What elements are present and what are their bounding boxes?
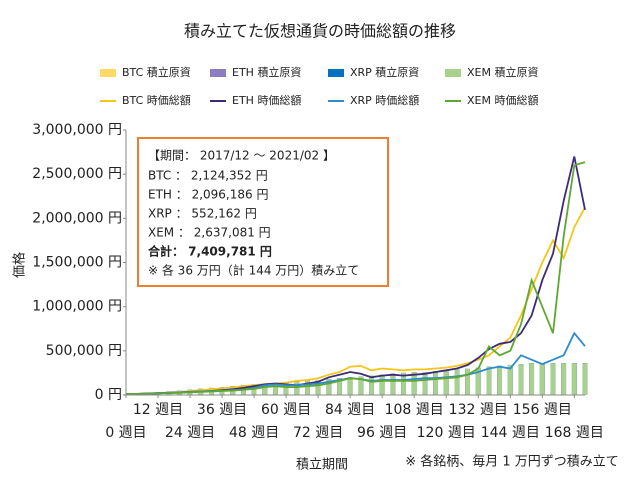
principal-bar: [529, 363, 535, 395]
principal-bar: [262, 383, 268, 395]
principal-bar: [433, 371, 438, 395]
principal-bar: [283, 382, 289, 395]
principal-bar: [497, 365, 503, 395]
legend-label: BTC 時価総額: [122, 93, 191, 107]
legend-label: ETH 積立原資: [232, 65, 301, 79]
legend-label: XEM 時価総額: [467, 93, 538, 107]
annotation-line: BTC ： 2,124,352 円: [148, 169, 268, 183]
principal-bar: [475, 367, 481, 395]
principal-bar: [571, 363, 577, 395]
principal-bar: [443, 370, 449, 395]
principal-bar: [379, 374, 385, 395]
principal-bar: [411, 372, 417, 395]
principal-bar: [358, 376, 364, 395]
principal-bar: [486, 366, 492, 395]
legend-label: XRP 積立原資: [350, 65, 419, 79]
annotation-frame: [137, 137, 389, 287]
y-tick-label: 1,000,000 円: [32, 299, 122, 315]
principal-bar: [422, 372, 428, 395]
annotation-line: XEM ： 2,637,081 円: [148, 226, 271, 240]
principal-bar: [539, 363, 545, 395]
x-tick-label: 84 週目: [325, 402, 375, 418]
x-tick-label: 36 週目: [197, 402, 247, 418]
principal-bar: [561, 363, 567, 395]
y-axis-label: 価格: [12, 252, 28, 278]
principal-bar: [518, 364, 524, 395]
legend-label: ETH 時価総額: [232, 93, 301, 107]
principal-bar: [294, 381, 300, 395]
value-line: [125, 161, 586, 395]
principal-bar: [315, 379, 321, 395]
x-tick-label: 168 週目: [545, 425, 604, 441]
legend-label: XRP 時価総額: [350, 93, 419, 107]
principal-bar: [390, 373, 396, 395]
x-tick-label: 12 週目: [133, 402, 183, 418]
x-tick-label: 156 週目: [513, 402, 572, 418]
y-tick-label: 2,000,000 円: [32, 210, 122, 226]
legend-swatch: [445, 69, 461, 77]
x-tick-label: 96 週目: [357, 425, 407, 441]
annotation-line: XRP ： 552,162 円: [148, 207, 257, 221]
principal-bar: [507, 364, 513, 395]
value-line: [125, 206, 586, 396]
principal-bar: [369, 375, 374, 395]
x-tick-label: 24 週目: [165, 425, 215, 441]
principal-bar: [326, 379, 332, 395]
x-tick-label: 0 週目: [105, 425, 146, 441]
principal-bar: [550, 363, 556, 395]
annotation-box: 【期間： 2017/12 ～ 2021/02 】 BTC ： 2,124,352…: [137, 137, 389, 287]
principal-bar: [454, 369, 460, 395]
y-tick-label: 3,000,000 円: [32, 122, 122, 138]
principal-bar: [401, 372, 406, 395]
y-tick-label: 1,500,000 円: [32, 255, 122, 271]
legend-swatch: [210, 69, 226, 77]
principal-bar: [582, 363, 588, 395]
y-tick-label: 500,000 円: [46, 343, 122, 359]
legend-swatch: [328, 69, 344, 77]
x-tick-label: 48 週目: [229, 425, 279, 441]
x-tick-label: 108 週目: [385, 402, 444, 418]
x-tick-label: 132 週目: [449, 402, 508, 418]
principal-bar: [305, 380, 310, 395]
y-tick-label: 2,500,000 円: [32, 166, 122, 182]
footnote: ※ 各銘柄、毎月 1 万円ずつ積み立て: [405, 454, 619, 470]
annotation-line: ETH ： 2,096,186 円: [148, 188, 268, 202]
y-tick-label: 0 円: [95, 387, 122, 403]
principal-bar: [465, 368, 470, 395]
chart-title: 積み立てた仮想通貨の時価総額の推移: [184, 22, 456, 41]
legend-label: XEM 積立原資: [467, 65, 538, 79]
x-tick-label: 120 週目: [417, 425, 476, 441]
x-tick-label: 144 週目: [481, 425, 540, 441]
principal-bar: [337, 378, 342, 395]
annotation-line: 【期間： 2017/12 ～ 2021/02 】: [148, 149, 335, 163]
legend-swatch: [100, 69, 116, 77]
legend-label: BTC 積立原資: [122, 65, 191, 79]
annotation-total: 合計： 7,409,781 円: [148, 244, 272, 259]
annotation-line: ※ 各 36 万円（計 144 万円）積み立て: [148, 263, 359, 278]
principal-bar: [273, 383, 278, 395]
principal-bar: [347, 377, 353, 395]
x-axis-label: 積立期間: [296, 458, 348, 473]
x-tick-label: 72 週目: [293, 425, 343, 441]
x-tick-label: 60 週目: [261, 402, 311, 418]
